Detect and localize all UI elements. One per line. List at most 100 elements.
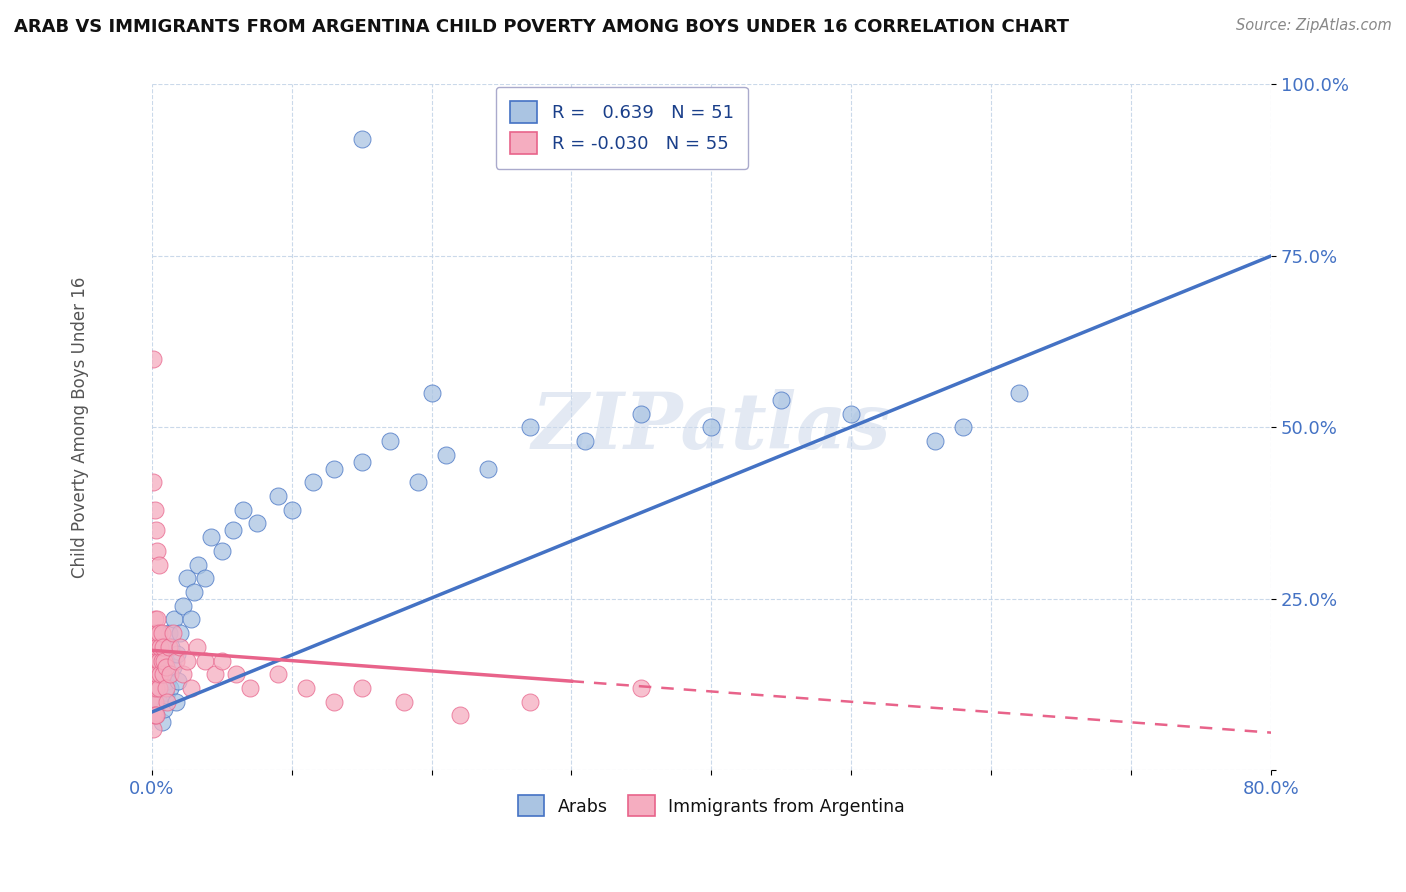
Point [149, 667, 172, 681]
Point [142, 640, 165, 654]
Point [165, 695, 187, 709]
Point [477, 461, 499, 475]
Point [155, 660, 177, 674]
Point [519, 420, 541, 434]
Text: ZIPatlas: ZIPatlas [531, 389, 891, 466]
Point [630, 407, 652, 421]
Point [574, 434, 596, 449]
Point [162, 660, 184, 674]
Point [378, 434, 401, 449]
Point [194, 571, 217, 585]
Point [180, 612, 202, 626]
Point [142, 667, 165, 681]
Y-axis label: Child Poverty Among Boys Under 16: Child Poverty Among Boys Under 16 [72, 277, 89, 578]
Point [156, 695, 179, 709]
Point [1008, 386, 1031, 401]
Point [200, 530, 222, 544]
Point [406, 475, 429, 490]
Point [350, 455, 373, 469]
Point [176, 654, 198, 668]
Point [145, 708, 167, 723]
Point [152, 667, 174, 681]
Point [180, 681, 202, 695]
Point [148, 681, 170, 695]
Point [153, 654, 176, 668]
Point [952, 420, 974, 434]
Point [149, 640, 172, 654]
Point [143, 612, 166, 626]
Point [155, 654, 177, 668]
Point [142, 722, 165, 736]
Point [142, 681, 165, 695]
Point [163, 612, 186, 626]
Point [142, 708, 165, 723]
Point [146, 660, 169, 674]
Point [143, 695, 166, 709]
Point [142, 351, 165, 366]
Point [266, 667, 288, 681]
Point [183, 585, 205, 599]
Point [211, 544, 233, 558]
Point [172, 667, 194, 681]
Point [146, 544, 169, 558]
Point [434, 448, 457, 462]
Point [153, 701, 176, 715]
Point [770, 392, 793, 407]
Point [169, 626, 191, 640]
Point [155, 688, 177, 702]
Point [350, 132, 373, 146]
Point [176, 571, 198, 585]
Point [146, 612, 169, 626]
Point [142, 475, 165, 490]
Point [143, 667, 166, 681]
Point [145, 626, 167, 640]
Point [162, 626, 184, 640]
Point [420, 386, 443, 401]
Legend: Arabs, Immigrants from Argentina: Arabs, Immigrants from Argentina [510, 789, 912, 823]
Point [165, 654, 187, 668]
Point [155, 681, 177, 695]
Point [143, 708, 166, 723]
Point [148, 654, 170, 668]
Point [449, 708, 471, 723]
Point [148, 695, 170, 709]
Point [142, 695, 165, 709]
Point [157, 640, 180, 654]
Point [225, 667, 247, 681]
Point [159, 681, 181, 695]
Point [148, 558, 170, 572]
Point [519, 695, 541, 709]
Point [322, 695, 344, 709]
Text: Source: ZipAtlas.com: Source: ZipAtlas.com [1236, 18, 1392, 33]
Point [159, 667, 181, 681]
Point [143, 681, 166, 695]
Point [152, 640, 174, 654]
Point [322, 461, 344, 475]
Point [143, 502, 166, 516]
Point [924, 434, 946, 449]
Point [145, 708, 167, 723]
Point [166, 647, 188, 661]
Point [266, 489, 288, 503]
Point [142, 654, 165, 668]
Point [204, 667, 226, 681]
Point [841, 407, 863, 421]
Point [146, 640, 169, 654]
Point [143, 640, 166, 654]
Point [150, 626, 173, 640]
Point [150, 715, 173, 730]
Point [172, 599, 194, 613]
Point [169, 640, 191, 654]
Point [150, 654, 173, 668]
Text: ARAB VS IMMIGRANTS FROM ARGENTINA CHILD POVERTY AMONG BOYS UNDER 16 CORRELATION : ARAB VS IMMIGRANTS FROM ARGENTINA CHILD … [14, 18, 1069, 36]
Point [232, 502, 254, 516]
Point [301, 475, 323, 490]
Point [148, 626, 170, 640]
Point [630, 681, 652, 695]
Point [167, 674, 190, 689]
Point [246, 516, 269, 531]
Point [146, 667, 169, 681]
Point [145, 654, 167, 668]
Point [145, 681, 167, 695]
Point [222, 523, 245, 537]
